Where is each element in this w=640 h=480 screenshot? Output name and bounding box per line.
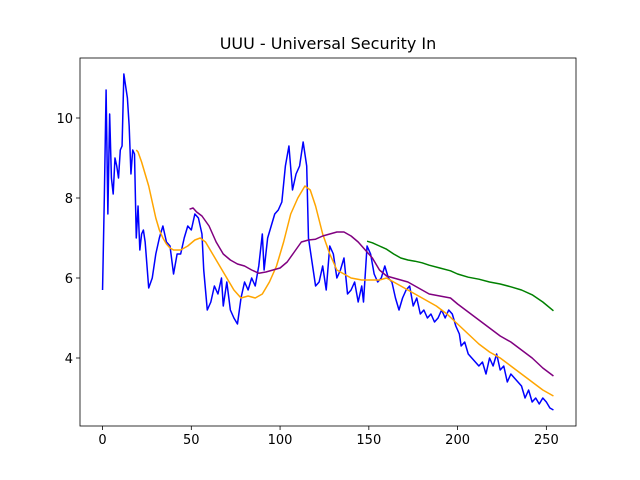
x-tick-label: 200 <box>445 433 470 448</box>
series-line <box>366 240 554 312</box>
y-tick-label: 10 <box>56 112 73 127</box>
series-line <box>135 149 554 397</box>
chart-title: UUU - Universal Security In <box>220 34 437 53</box>
x-tick-label: 0 <box>98 433 106 448</box>
y-tick-label: 4 <box>65 352 73 367</box>
series-line <box>189 207 554 377</box>
x-tick-label: 150 <box>356 433 381 448</box>
plot-frame <box>79 57 577 427</box>
x-tick-label: 100 <box>268 433 293 448</box>
series-line <box>101 73 554 411</box>
x-tick-label: 250 <box>534 433 559 448</box>
y-tick-label: 8 <box>65 192 73 207</box>
x-tick-label: 50 <box>183 433 200 448</box>
y-tick-label: 6 <box>65 272 73 287</box>
